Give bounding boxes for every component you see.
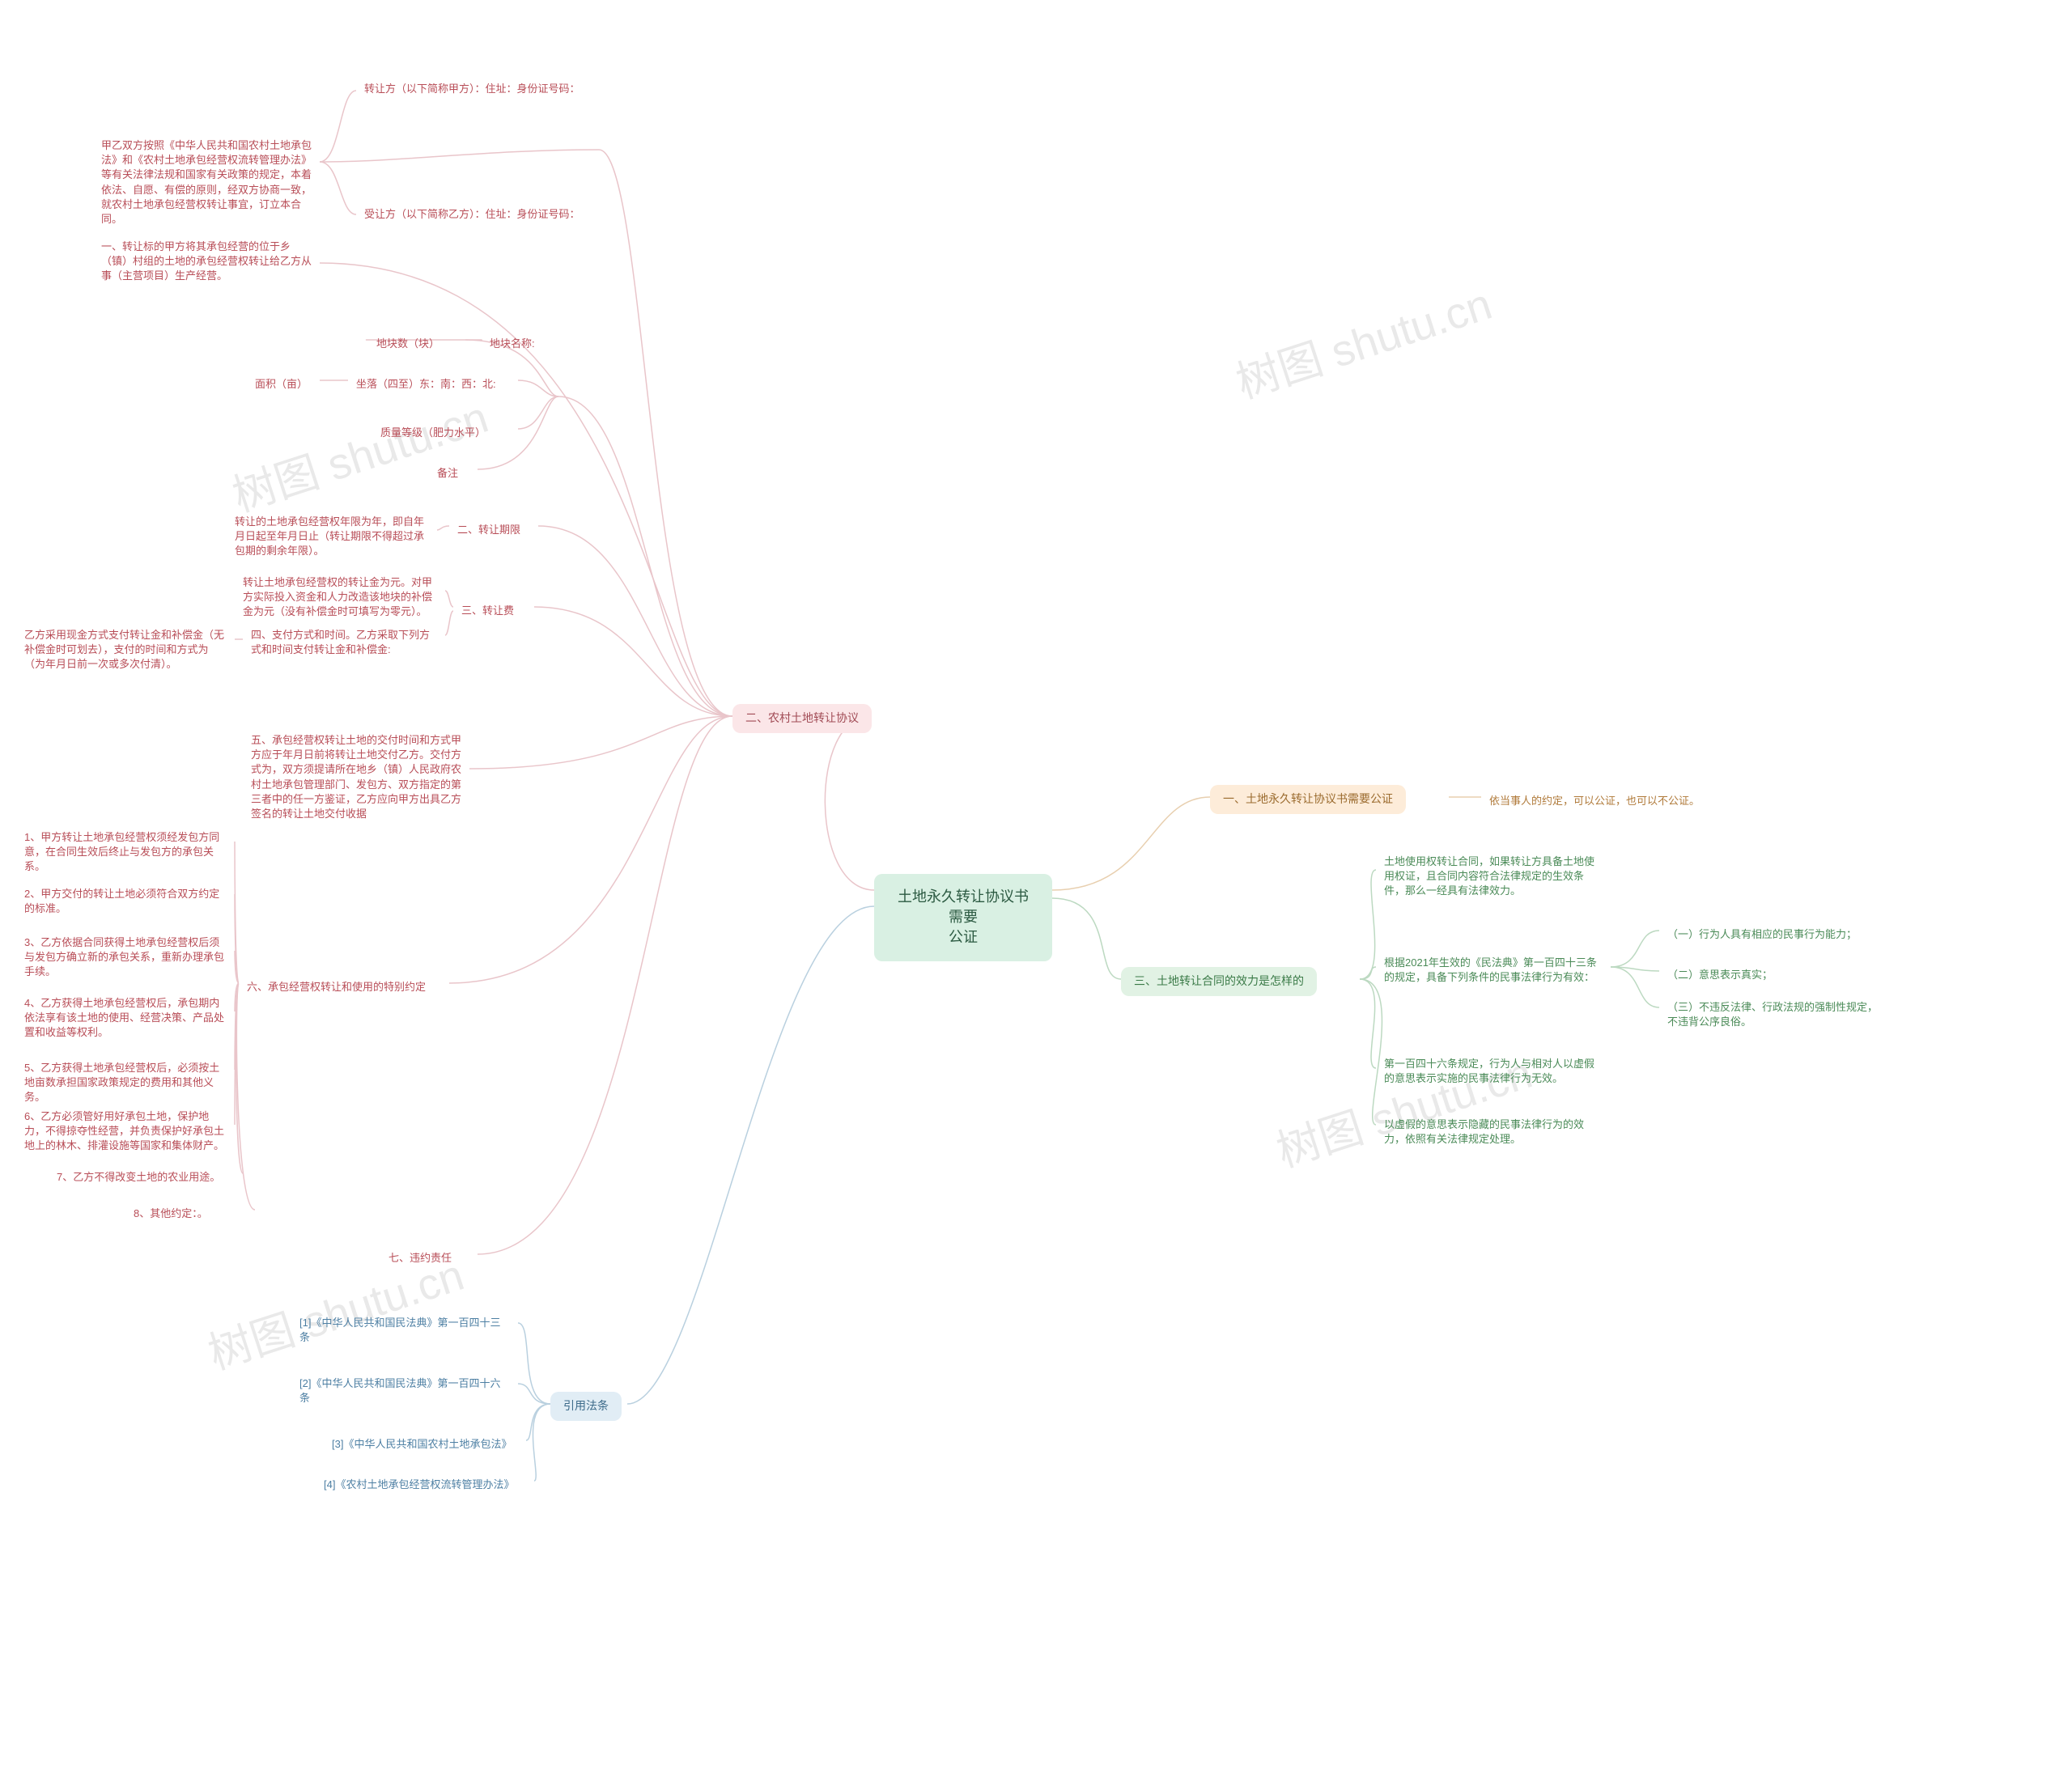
b4-leaf: [4]《农村土地承包经营权流转管理办法》: [316, 1473, 542, 1497]
b3-leaf: （一）行为人具有相应的民事行为能力；: [1659, 922, 1870, 947]
b2-node-item2: 二、转让期限: [449, 518, 538, 542]
b2-node-transferor: 转让方（以下简称甲方）：住址：身份证号码：: [356, 77, 599, 101]
branch-2-pill[interactable]: 二、农村土地转让协议: [732, 704, 872, 733]
b3-leaf: （三）不违反法律、行政法规的强制性规定，不违背公序良俗。: [1659, 995, 1894, 1034]
b2-node-item6: 六、承包经营权转让和使用的特别约定: [239, 975, 449, 999]
b2-node-plotnum: 地块数（块）: [368, 332, 465, 356]
b3-leaf: （二）意思表示真实；: [1659, 963, 1837, 987]
branch-1-pill[interactable]: 一、土地永久转让协议书需要公证: [1210, 785, 1406, 814]
b2-node-plotname: 地块名称:: [482, 332, 554, 356]
b2-node-item7: 七、违约责任: [380, 1246, 478, 1270]
b4-leaf: [2]《中华人民共和国民法典》第一百四十六条: [291, 1372, 518, 1410]
b2-node-remark: 备注: [429, 461, 478, 486]
b2-node-6-5: 5、乙方获得土地承包经营权后，必须按土地亩数承担国家政策规定的费用和其他义务。: [16, 1056, 235, 1110]
b3-node: 以虚假的意思表示隐藏的民事法律行为的效力，依照有关法律规定处理。: [1376, 1113, 1611, 1151]
b2-node-6-2: 2、甲方交付的转让土地必须符合双方约定的标准。: [16, 882, 235, 921]
b3-node: 根据2021年生效的《民法典》第一百四十三条的规定，具备下列条件的民事法律行为有…: [1376, 951, 1611, 990]
b2-node-6-6: 6、乙方必须管好用好承包土地，保护地力，不得掠夺性经营，并负责保护好承包土地上的…: [16, 1105, 235, 1159]
root-node[interactable]: 土地永久转让协议书需要 公证: [874, 874, 1052, 961]
b2-node-item4: 四、支付方式和时间。乙方采取下列方式和时间支付转让金和补偿金:: [243, 623, 445, 662]
b2-node-6-4: 4、乙方获得土地承包经营权后，承包期内依法享有该土地的使用、经营决策、产品处置和…: [16, 991, 235, 1045]
b2-node-transferee: 受让方（以下简称乙方）：住址：身份证号码：: [356, 202, 599, 227]
b3-node: 第一百四十六条规定，行为人与相对人以虚假的意思表示实施的民事法律行为无效。: [1376, 1052, 1611, 1091]
b2-node-quality: 质量等级（肥力水平）: [372, 421, 518, 445]
b4-leaf: [3]《中华人民共和国农村土地承包法》: [324, 1432, 534, 1457]
watermark: 树图 shutu.cn: [223, 381, 495, 524]
b2-node-item3-detail: 转让土地承包经营权的转让金为元。对甲方实际投入资金和人力改造该地块的补偿金为元（…: [235, 570, 445, 625]
b2-node-area: 面积（亩）: [247, 372, 320, 396]
b2-node-6-3: 3、乙方依据合同获得土地承包经营权后须与发包方确立新的承包关系，重新办理承包手续…: [16, 931, 235, 985]
b2-node-item2-detail: 转让的土地承包经营权年限为年，即自年月日起至年月日止（转让期限不得超过承包期的剩…: [227, 510, 437, 564]
b2-node-6-8: 8、其他约定：。: [125, 1202, 255, 1226]
branch-4-pill[interactable]: 引用法条: [550, 1392, 622, 1421]
b1-leaf: 依当事人的约定，可以公证，也可以不公证。: [1481, 789, 1748, 813]
b2-node-item3: 三、转让费: [453, 599, 534, 623]
watermark: 树图 shutu.cn: [1227, 268, 1499, 410]
b2-node-item4-detail: 乙方采用现金方式支付转让金和补偿金（无补偿金时可划去），支付的时间和方式为（为年…: [16, 623, 235, 677]
b4-leaf: [1]《中华人民共和国民法典》第一百四十三条: [291, 1311, 518, 1350]
b2-node-6-1: 1、甲方转让土地承包经营权须经发包方同意，在合同生效后终止与发包方的承包关系。: [16, 825, 235, 880]
b2-node-item1: 一、转让标的甲方将其承包经营的位于乡（镇）村组的土地的承包经营权转让给乙方从事（…: [93, 235, 320, 289]
b2-node-6-7: 7、乙方不得改变土地的农业用途。: [49, 1165, 243, 1189]
branch-3-pill[interactable]: 三、土地转让合同的效力是怎样的: [1121, 967, 1317, 996]
b2-node-intro: 甲乙双方按照《中华人民共和国农村土地承包法》和《农村土地承包经营权流转管理办法》…: [93, 134, 320, 231]
b3-node: 土地使用权转让合同，如果转让方具备土地使用权证，且合同内容符合法律规定的生效条件…: [1376, 850, 1611, 904]
b2-node-item5: 五、承包经营权转让土地的交付时间和方式甲方应于年月日前将转让土地交付乙方。交付方…: [243, 728, 469, 826]
b2-node-location: 坐落（四至）东：南：西：北:: [348, 372, 526, 396]
